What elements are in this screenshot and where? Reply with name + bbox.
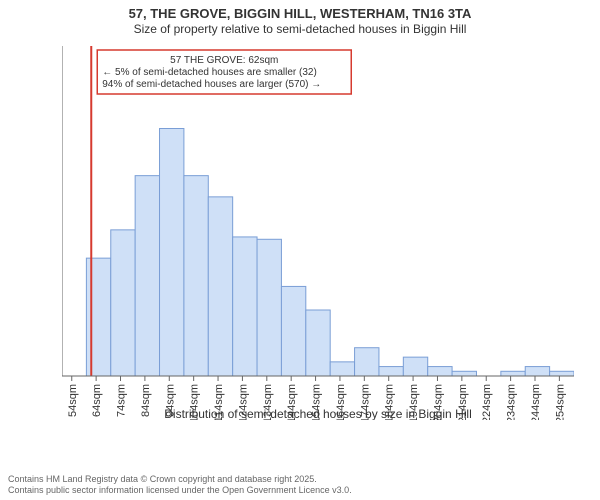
histogram-bar [501, 371, 525, 376]
histogram-bar [135, 176, 159, 376]
x-axis-label: Distribution of semi-detached houses by … [164, 407, 471, 420]
x-tick-label: 224sqm [481, 384, 493, 420]
histogram-bar [86, 258, 110, 376]
x-tick-label: 254sqm [554, 384, 566, 420]
histogram-bar [306, 310, 330, 376]
histogram-bar [452, 371, 476, 376]
x-tick-label: 244sqm [530, 384, 542, 420]
x-tick-label: 234sqm [506, 384, 518, 420]
annotation-line: 94% of semi-detached houses are larger (… [102, 79, 321, 90]
histogram-bar [111, 230, 135, 376]
annotation-line: ← 5% of semi-detached houses are smaller… [102, 67, 317, 78]
title-main: 57, THE GROVE, BIGGIN HILL, WESTERHAM, T… [0, 6, 600, 22]
footer-line-2: Contains public sector information licen… [8, 485, 352, 496]
histogram-bar [233, 237, 257, 376]
x-tick-label: 74sqm [116, 384, 128, 417]
histogram-bar [355, 348, 379, 376]
x-tick-label: 64sqm [91, 384, 103, 417]
histogram-bar [208, 197, 232, 376]
annotation-line: 57 THE GROVE: 62sqm [170, 55, 278, 66]
histogram-bar [403, 357, 427, 376]
histogram-bar [160, 129, 184, 377]
footer-line-1: Contains HM Land Registry data © Crown c… [8, 474, 352, 485]
footer-attribution: Contains HM Land Registry data © Crown c… [8, 474, 352, 496]
histogram-bar [428, 367, 452, 376]
x-tick-label: 84sqm [140, 384, 152, 417]
histogram-bar [281, 286, 305, 376]
histogram-bar [550, 371, 574, 376]
chart-container: 57, THE GROVE, BIGGIN HILL, WESTERHAM, T… [0, 0, 600, 500]
x-tick-label: 54sqm [67, 384, 79, 417]
title-sub: Size of property relative to semi-detach… [0, 22, 600, 37]
histogram-bar [379, 367, 403, 376]
title-block: 57, THE GROVE, BIGGIN HILL, WESTERHAM, T… [0, 0, 600, 37]
histogram-bar [525, 367, 549, 376]
histogram-plot: 020406080100120140 54sqm64sqm74sqm84sqm9… [62, 46, 574, 420]
histogram-bar [257, 239, 281, 376]
histogram-bar [184, 176, 208, 376]
histogram-bar [330, 362, 354, 376]
